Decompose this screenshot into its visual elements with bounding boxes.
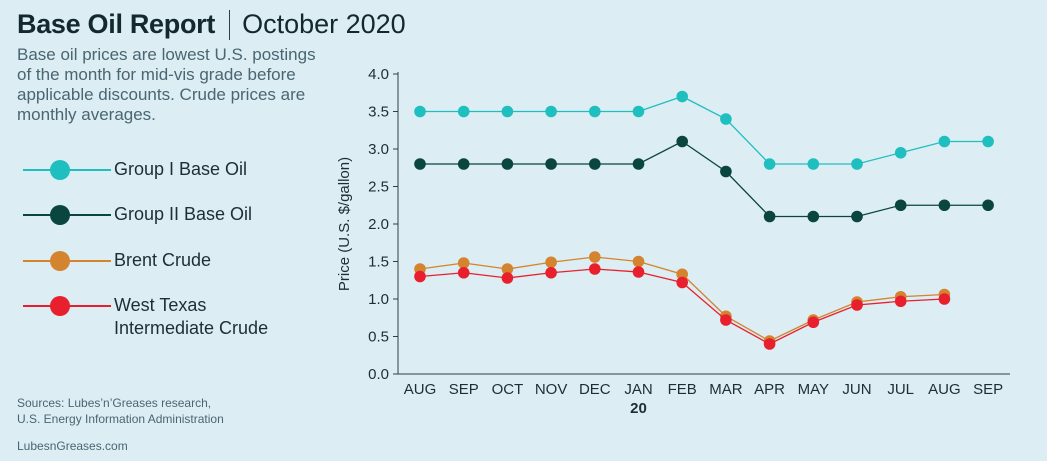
x-tick-label: NOV xyxy=(535,381,568,398)
data-point-group1 xyxy=(501,105,514,118)
data-point-group1 xyxy=(414,105,426,118)
data-point-group2 xyxy=(851,210,863,223)
legend-label-brent: Brent Crude xyxy=(114,250,212,270)
data-point-brent xyxy=(545,256,557,269)
data-point-group2 xyxy=(414,158,426,170)
legend-marker-group2 xyxy=(50,205,70,225)
x-tick-label: AUG xyxy=(928,381,961,398)
data-point-group2 xyxy=(589,158,601,170)
year-label: 20 xyxy=(630,400,647,417)
data-point-group1 xyxy=(676,90,688,103)
data-point-wti xyxy=(851,299,863,311)
data-point-group1 xyxy=(894,146,907,159)
data-point-group2 xyxy=(501,158,514,170)
y-tick-label: 0.5 xyxy=(368,329,389,346)
legend-label-group1: Group I Base Oil xyxy=(114,159,248,179)
report-date: October 2020 xyxy=(242,9,406,39)
sources-line-2: U.S. Energy Information Administration xyxy=(17,412,224,426)
legend-marker-wti xyxy=(50,296,70,316)
data-point-group2 xyxy=(676,135,688,148)
x-tick-label: DEC xyxy=(579,381,611,398)
y-tick-label: 2.5 xyxy=(368,179,389,196)
subtitle: Base oil prices are lowest U.S. postings… xyxy=(17,45,316,124)
data-point-wti xyxy=(938,293,951,305)
data-point-group1 xyxy=(982,135,994,148)
x-tick-label: AUG xyxy=(404,381,437,398)
data-point-wti xyxy=(720,314,732,326)
y-axis-title: Price (U.S. $/gallon) xyxy=(336,157,353,291)
y-tick-label: 1.5 xyxy=(368,254,389,271)
y-tick-label: 3.5 xyxy=(368,104,389,121)
data-point-group1 xyxy=(632,105,645,118)
legend-marker-brent xyxy=(50,251,70,271)
x-tick-label: JUN xyxy=(842,381,871,398)
y-tick-label: 4.0 xyxy=(368,66,389,83)
data-point-group2 xyxy=(457,158,470,170)
series-line-group2 xyxy=(420,140,989,218)
x-tick-label: SEP xyxy=(449,381,479,398)
x-tick-label: MAY xyxy=(798,381,829,398)
data-point-wti xyxy=(501,272,514,284)
data-point-brent xyxy=(457,257,470,269)
data-point-brent xyxy=(632,255,645,268)
data-point-wti xyxy=(676,276,688,289)
data-point-brent xyxy=(501,263,514,275)
data-point-brent xyxy=(589,251,601,263)
legend-label-wti: West Texas Intermediate Crude xyxy=(114,295,269,338)
data-point-group2 xyxy=(545,158,557,170)
data-point-group2 xyxy=(938,199,951,212)
data-point-group2 xyxy=(720,165,732,178)
data-point-wti xyxy=(589,263,601,275)
y-tick-label: 1.0 xyxy=(368,291,389,308)
data-point-wti xyxy=(763,338,776,350)
sources: Sources: Lubes’n’Greases research, U.S. … xyxy=(17,395,224,427)
data-point-group2 xyxy=(763,210,776,223)
data-point-wti xyxy=(807,316,820,329)
data-point-group1 xyxy=(589,105,601,118)
data-point-group1 xyxy=(457,105,470,118)
data-point-group1 xyxy=(807,158,820,170)
legend-marker-group1 xyxy=(50,160,70,180)
y-tick-label: 0.0 xyxy=(368,366,389,383)
x-tick-label: FEB xyxy=(668,381,697,398)
data-point-wti xyxy=(457,266,470,279)
legend-label-group2: Group II Base Oil xyxy=(114,204,253,224)
title-divider xyxy=(229,9,231,40)
site-credit: LubesnGreases.com xyxy=(17,439,128,453)
data-point-group1 xyxy=(763,158,776,170)
x-tick-label: APR xyxy=(754,381,785,398)
data-point-brent xyxy=(676,268,688,281)
data-point-group2 xyxy=(807,210,820,223)
data-point-group2 xyxy=(632,158,645,170)
header: Base Oil Report October 2020 xyxy=(17,9,406,40)
x-tick-label: OCT xyxy=(492,381,524,398)
data-point-group2 xyxy=(982,199,994,212)
data-point-wti xyxy=(632,266,645,278)
x-tick-label: MAR xyxy=(709,381,743,398)
page-title: Base Oil Report xyxy=(17,9,216,39)
data-point-wti xyxy=(894,295,907,308)
x-tick-label: SEP xyxy=(973,381,1003,398)
series-line-group1 xyxy=(420,95,989,165)
data-point-group1 xyxy=(720,113,732,125)
x-tick-label: JUL xyxy=(887,381,914,398)
data-point-group1 xyxy=(851,158,863,170)
data-point-group1 xyxy=(545,105,557,118)
data-point-group2 xyxy=(894,199,907,212)
data-point-wti xyxy=(414,270,426,283)
sources-line-1: Sources: Lubes’n’Greases research, xyxy=(17,396,212,410)
data-point-wti xyxy=(545,266,557,279)
x-tick-label: JAN xyxy=(624,381,652,398)
y-tick-label: 3.0 xyxy=(368,141,389,158)
data-point-group1 xyxy=(938,135,951,148)
y-tick-label: 2.0 xyxy=(368,216,389,233)
